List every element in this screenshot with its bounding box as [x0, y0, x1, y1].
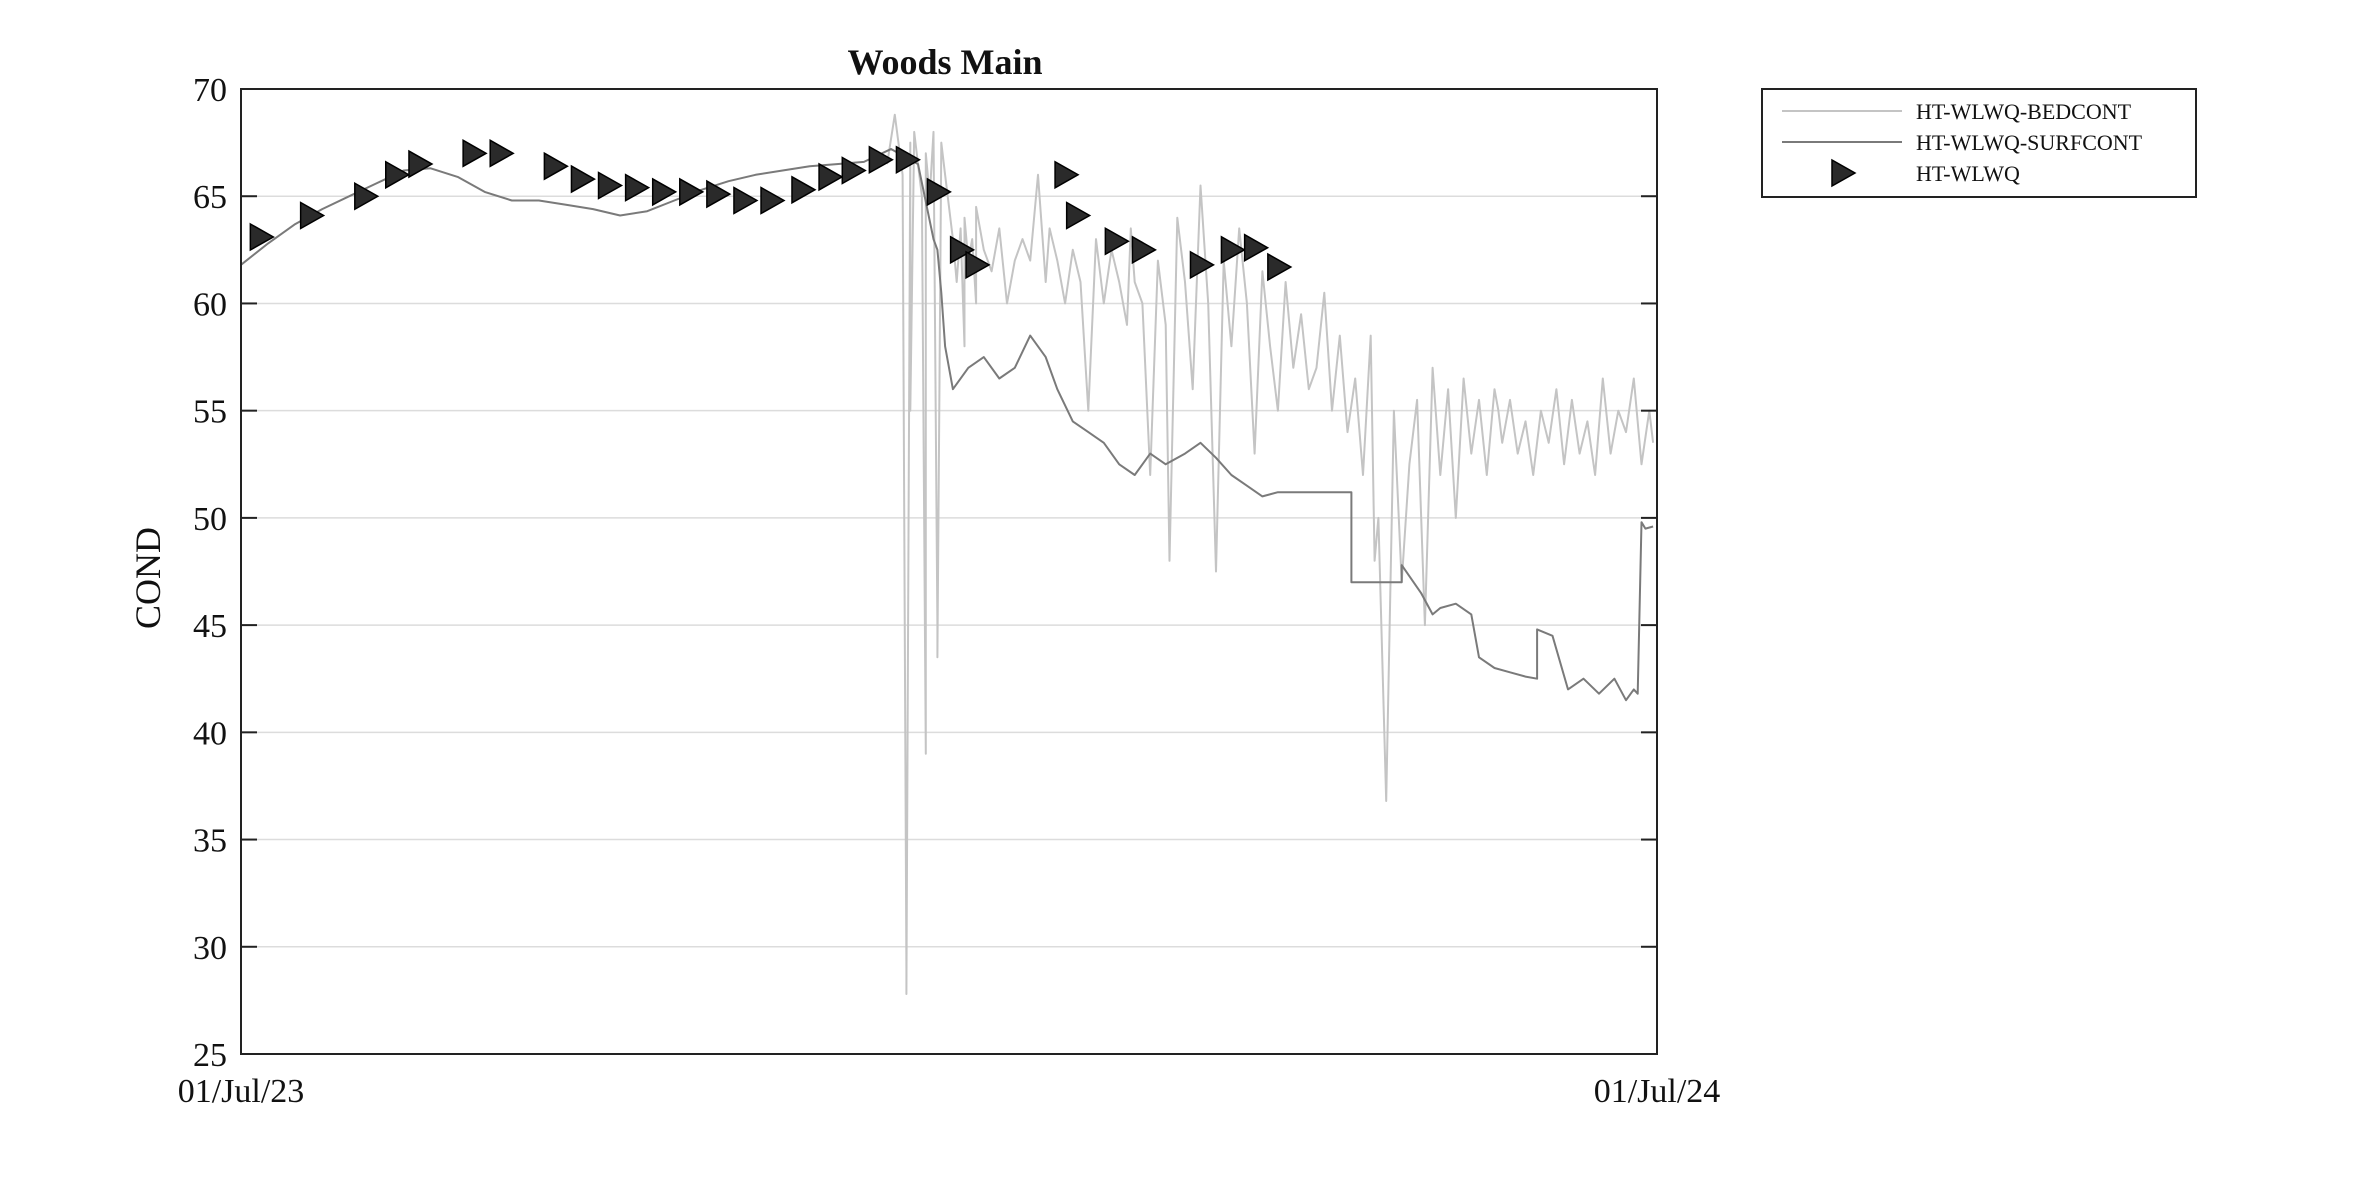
series-marker: [818, 162, 844, 192]
series-marker: [965, 250, 991, 280]
plot-series: [240, 113, 1655, 995]
series-marker: [791, 175, 817, 205]
y-tick-label: 45: [193, 608, 227, 645]
series-marker: [679, 177, 705, 207]
series-marker: [1189, 250, 1215, 280]
series-marker: [462, 139, 488, 168]
y-tick-label: 30: [193, 930, 227, 967]
series-marker: [543, 151, 569, 181]
x-tick-label: 01/Jul/24: [1594, 1073, 1721, 1110]
legend: HT-WLWQ-BEDCONT HT-WLWQ-SURFCONT HT-WLWQ: [1761, 88, 2197, 198]
series-marker: [1267, 252, 1293, 282]
series-marker: [841, 156, 867, 185]
series-marker: [949, 235, 976, 265]
series-marker: [1065, 201, 1092, 230]
series-marker: [1243, 233, 1270, 262]
plot-frame: [240, 88, 1658, 1055]
series-marker: [1131, 235, 1157, 265]
y-tick-label: 35: [193, 823, 227, 860]
series-line-ht-wlwq-surfcont: [240, 148, 1654, 702]
series-marker: [597, 171, 624, 200]
legend-label: HT-WLWQ-BEDCONT: [1916, 99, 2132, 124]
series-marker: [651, 177, 678, 207]
series-marker: [926, 177, 952, 207]
y-tick-label: 65: [193, 179, 227, 216]
series-marker: [895, 145, 921, 175]
y-tick-label: 40: [193, 715, 227, 752]
series-marker: [570, 164, 596, 194]
series-marker: [408, 149, 434, 179]
series-marker: [868, 145, 894, 175]
series-marker: [760, 186, 786, 215]
series-marker: [1220, 235, 1246, 265]
legend-swatch: [1831, 158, 1857, 188]
x-tick-label: 01/Jul/23: [178, 1073, 305, 1110]
series-marker: [1054, 160, 1080, 190]
series-marker: [249, 222, 275, 252]
series-marker: [733, 186, 759, 215]
legend-label: HT-WLWQ-SURFCONT: [1916, 130, 2143, 155]
y-tick-label: 55: [193, 394, 227, 431]
grid-lines: [241, 195, 1657, 948]
y-axis-label: COND: [128, 527, 168, 629]
axis-ticks: 25 30 35 40 45 50 55 60 65 70 01/Jul/23 01/Jul/24: [178, 72, 1721, 1110]
series-line-ht-wlwq-bedcont: [886, 113, 1655, 995]
series-marker: [1104, 226, 1130, 256]
series-marker: [624, 173, 651, 202]
series-marker: [385, 160, 411, 190]
series-marker: [354, 181, 380, 211]
y-tick-label: 50: [193, 501, 227, 538]
series-marker: [299, 201, 326, 230]
legend-label: HT-WLWQ: [1916, 161, 2020, 186]
series-marker: [706, 179, 732, 209]
y-tick-label: 70: [193, 72, 227, 109]
chart-title: Woods Main: [847, 42, 1042, 82]
series-marker: [489, 139, 515, 168]
y-tick-label: 25: [193, 1037, 227, 1074]
y-tick-label: 60: [193, 286, 227, 323]
